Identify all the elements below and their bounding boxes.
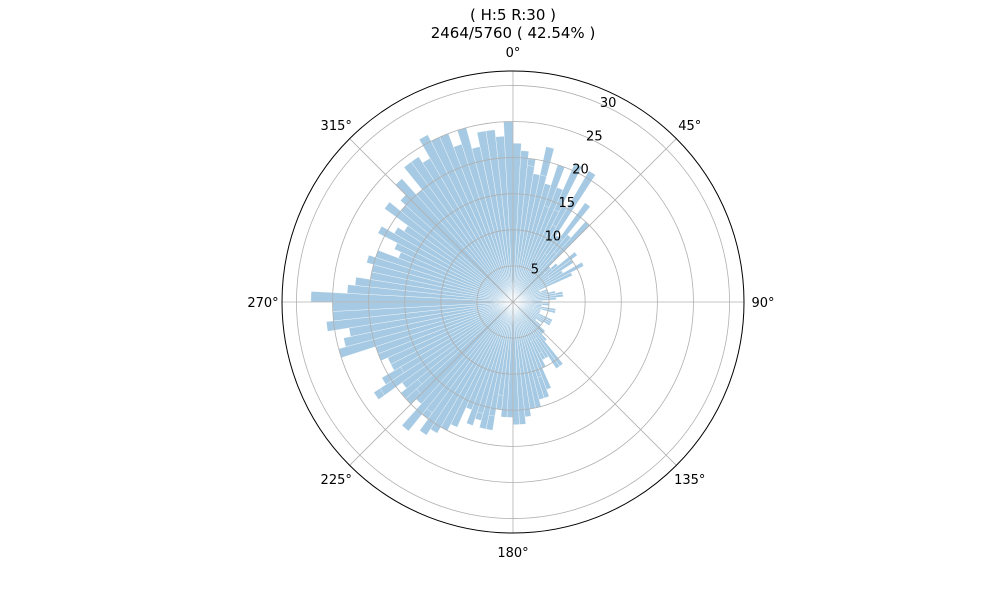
polar-bar: [343, 301, 514, 348]
polar-bar: [512, 276, 550, 303]
angle-tick-label: 90°: [751, 296, 774, 311]
polar-bar: [410, 156, 514, 303]
angle-tick-label: 135°: [674, 473, 705, 488]
radial-tick-label: 30: [600, 96, 617, 111]
polar-bar: [512, 267, 553, 303]
polar-bar: [466, 301, 514, 426]
polar-grid: [282, 71, 744, 533]
radial-tick-label: 15: [558, 196, 575, 211]
polar-bar: [512, 209, 560, 303]
angle-tick-label: 270°: [247, 296, 278, 311]
angle-tick-label: 0°: [506, 46, 521, 61]
angular-gridline: [349, 138, 514, 303]
bars-group: [310, 121, 596, 436]
angular-gridline: [512, 301, 677, 466]
tick-labels: 0° 45° 90° 135° 180° 225° 270° 315° 5 10 15 20 25 30: [247, 46, 774, 561]
polar-bar: [512, 232, 557, 303]
angular-gridline: [349, 301, 514, 466]
polar-bar: [485, 129, 514, 303]
polar-bar: [418, 134, 514, 303]
polar-bar: [512, 301, 543, 354]
angle-tick-label: 315°: [321, 119, 352, 134]
polar-bar: [400, 301, 514, 374]
polar-bar: [326, 301, 514, 332]
polar-bar: [512, 251, 557, 303]
polar-bar: [379, 301, 514, 396]
chart-title-line2: 2464/5760 ( 42.54% ): [431, 24, 596, 42]
angle-tick-label: 45°: [678, 119, 701, 134]
polar-bar: [512, 224, 557, 303]
chart-title-line1: ( H:5 R:30 ): [470, 6, 556, 24]
polar-bar: [512, 297, 557, 303]
polar-bar: [384, 201, 514, 303]
radial-tick-label: 25: [586, 129, 603, 144]
radial-tick-label: 5: [531, 263, 539, 278]
angular-gridline: [512, 138, 677, 303]
angle-tick-label: 225°: [321, 473, 352, 488]
polar-bar: [512, 293, 564, 303]
polar-frame: [281, 70, 745, 534]
radial-tick-label: 10: [545, 229, 562, 244]
polar-bar: [393, 227, 514, 303]
polar-bar: [512, 301, 533, 325]
polar-bar: [419, 301, 514, 436]
polar-bar: [377, 225, 514, 303]
polar-bar: [512, 237, 564, 303]
angle-tick-label: 180°: [497, 546, 528, 561]
radial-tick-label: 20: [572, 163, 589, 178]
